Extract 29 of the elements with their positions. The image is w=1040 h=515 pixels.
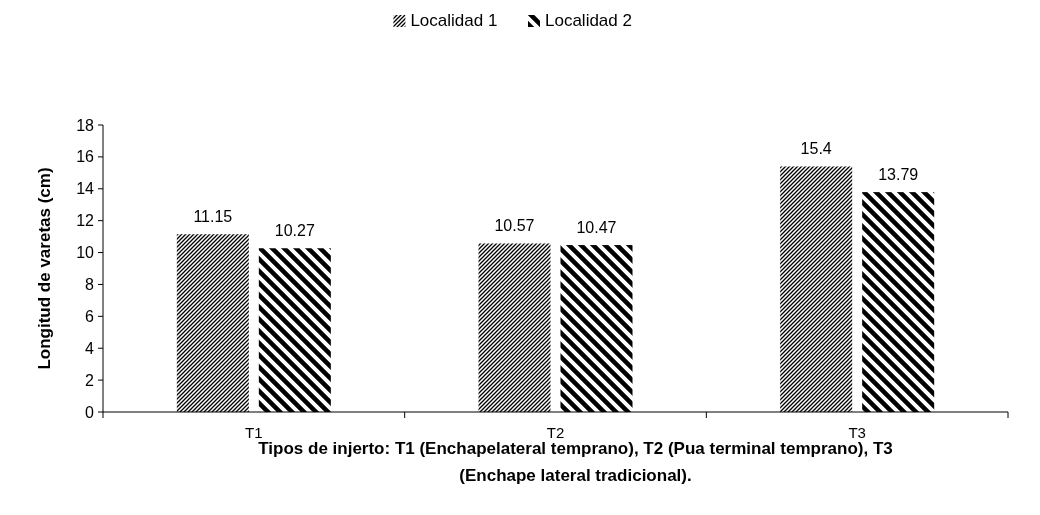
data-label: 10.57 [494,217,535,235]
bar [862,192,935,412]
data-label: 11.15 [193,208,233,226]
bar [780,166,853,412]
bar [560,245,633,412]
y-axis-title: Longitud de varetas (cm) [35,167,54,370]
legend-label: Localidad 1 [410,11,498,30]
y-tick-label: 10 [76,244,95,262]
y-tick-label: 4 [85,339,95,357]
bar [478,243,551,412]
data-label: 13.79 [878,166,919,184]
data-label: 10.27 [274,222,315,240]
legend-label: Localidad 2 [545,11,632,30]
y-tick-label: 6 [85,307,95,325]
x-tick-label: T3 [848,424,866,441]
x-tick-label: T1 [245,424,263,441]
bar [176,234,249,412]
bar [258,248,331,412]
x-axis-title: Tipos de injerto: T1 (Enchapelateral temprano), T2 (Pua terminal temprano), T3 (Enchape lateral tradicional). [258,439,893,485]
y-tick-label: 2 [85,371,95,389]
x-tick-label: T2 [546,424,565,441]
y-tick-label: 8 [85,276,95,294]
y-tick-label: 0 [85,403,95,421]
data-label: 10.47 [576,219,617,237]
y-tick-label: 16 [76,148,95,166]
data-label: 15.4 [800,140,832,158]
y-tick-label: 18 [76,116,95,134]
y-tick-label: 12 [76,212,95,230]
y-tick-label: 14 [76,180,95,198]
